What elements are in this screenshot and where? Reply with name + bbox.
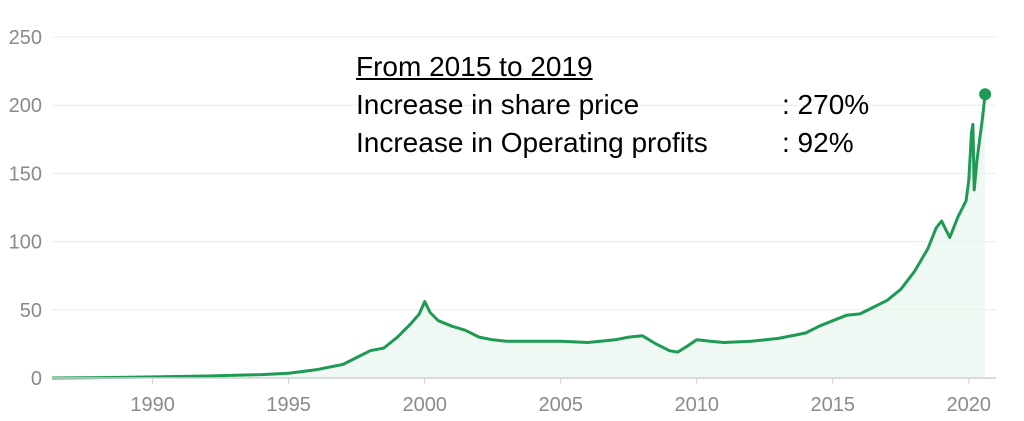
price-area-fill: [52, 94, 986, 379]
latest-price-marker: [979, 88, 992, 101]
annotation-label: Increase in share price: [356, 89, 640, 120]
x-axis-tick-labels: 1990 1995 2000 2005 2010 2015 2020: [130, 378, 991, 416]
annotation-row-share-price: Increase in share price : 270%: [356, 86, 869, 124]
y-tick-label: 50: [20, 300, 42, 322]
annotation-row-operating-profits: Increase in Operating profits : 92%: [356, 124, 869, 162]
grid-lines: [52, 36, 996, 311]
annotation-heading: From 2015 to 2019: [356, 51, 593, 82]
x-tick-label: 2015: [811, 394, 856, 416]
x-tick-label: 1995: [266, 394, 311, 416]
annotation-label: Increase in Operating profits: [356, 127, 708, 158]
x-tick-label: 2000: [402, 394, 447, 416]
x-tick-label: 1990: [130, 394, 175, 416]
annotation-box: From 2015 to 2019 Increase in share pric…: [356, 48, 869, 162]
y-tick-label: 250: [9, 27, 42, 49]
y-tick-label: 150: [9, 163, 42, 185]
y-tick-label: 200: [9, 95, 42, 117]
y-axis-tick-labels: 0 50 100 150 200 250: [9, 27, 42, 390]
x-tick-label: 2005: [538, 394, 583, 416]
x-tick-label: 2020: [947, 394, 992, 416]
annotation-value: : 92%: [782, 127, 854, 158]
y-tick-label: 0: [31, 368, 42, 390]
y-tick-label: 100: [9, 232, 42, 254]
x-tick-label: 2010: [674, 394, 719, 416]
price-line: [51, 94, 987, 380]
annotation-value: : 270%: [782, 89, 870, 120]
